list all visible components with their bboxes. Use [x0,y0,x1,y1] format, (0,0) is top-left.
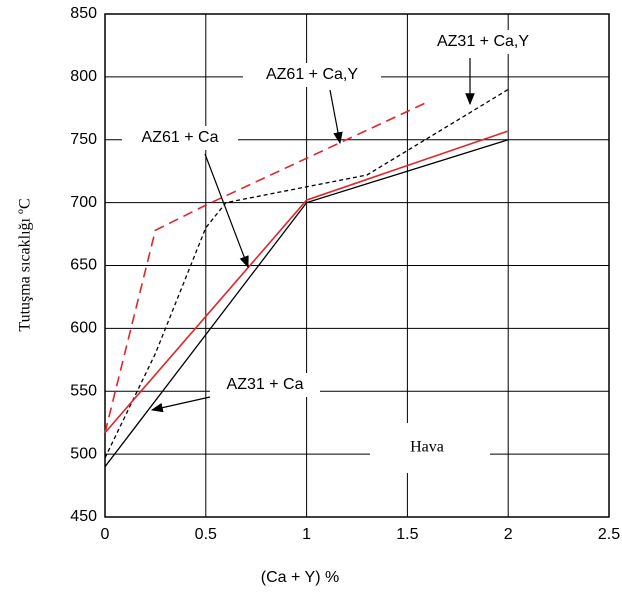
y-tick-label: 850 [70,5,97,22]
y-tick-label: 750 [70,131,97,148]
annotation: Hava [410,439,444,456]
x-tick-label: 2 [504,526,513,543]
series-label: AZ31 + Ca,Y [437,33,529,50]
y-tick-label: 600 [70,320,97,337]
arrow [329,89,343,145]
label-background [370,423,490,473]
x-axis-label: (Ca + Y) % [261,569,339,586]
y-tick-label: 700 [70,194,97,211]
label-background [210,373,320,397]
arrow [204,153,249,269]
y-axis-label: Tutuşma sıcaklığı ºC [17,198,34,331]
series-line [104,101,428,433]
x-tick-label: 2.5 [598,526,620,543]
label-background [122,126,238,150]
plot-frame [104,13,610,518]
x-tick-label: 1 [302,526,311,543]
series-label: AZ31 + Ca [227,376,304,393]
y-tick-label: 450 [70,508,97,525]
series-line [104,130,509,434]
series-line [104,139,509,468]
x-tick-label: 0.5 [195,526,217,543]
x-tick-label: 0 [101,526,110,543]
arrow [150,396,211,413]
y-tick-label: 500 [70,445,97,462]
y-tick-label: 550 [70,382,97,399]
series-label: AZ61 + Ca [142,129,219,146]
series-line [104,88,509,459]
series-label: AZ61 + Ca,Y [266,66,358,83]
y-tick-label: 650 [70,257,97,274]
label-background [408,30,558,54]
label-background [243,63,381,87]
x-tick-label: 1.5 [396,526,418,543]
y-tick-label: 800 [70,68,97,85]
